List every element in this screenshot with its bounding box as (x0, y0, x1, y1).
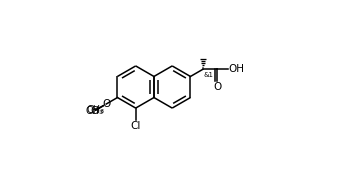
Text: CH₃: CH₃ (85, 106, 103, 116)
Text: O: O (213, 82, 222, 92)
Text: O: O (90, 106, 98, 116)
Text: &1: &1 (204, 72, 214, 78)
Text: Cl: Cl (131, 121, 141, 131)
Text: O: O (102, 99, 110, 109)
Text: OH: OH (228, 64, 244, 74)
Text: CH₃: CH₃ (86, 105, 105, 115)
